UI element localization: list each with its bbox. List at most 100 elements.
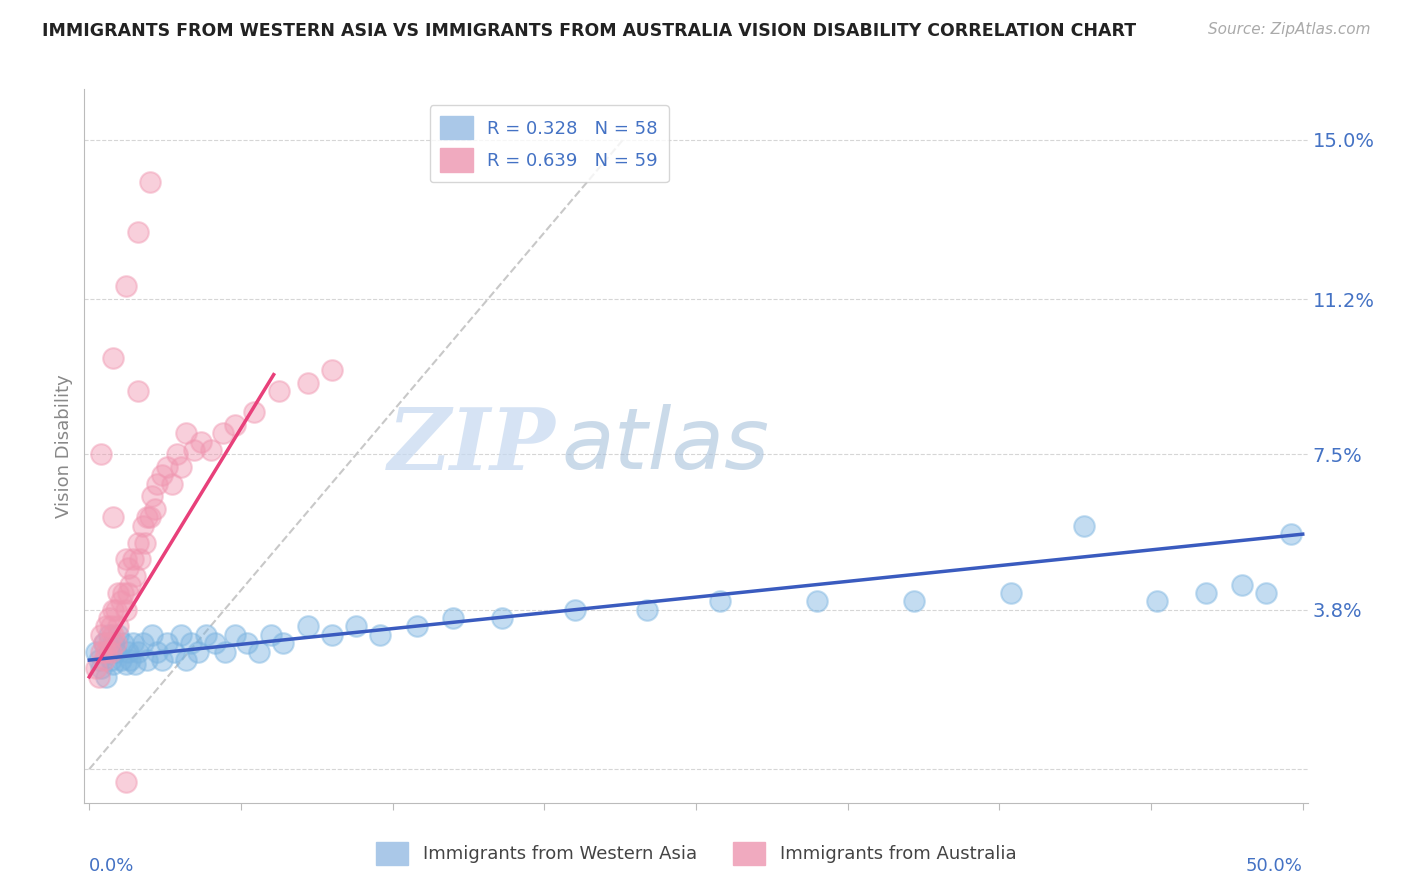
Point (139, 510, 162, 524)
Point (564, 603, 586, 617)
Point (103, 636, 125, 650)
Point (131, 636, 153, 650)
Point (136, 510, 159, 524)
Text: Source: ZipAtlas.com: Source: ZipAtlas.com (1208, 22, 1371, 37)
Point (491, 611, 513, 625)
Point (1256, 586, 1278, 600)
Point (97, 636, 120, 650)
Point (100, 653, 122, 667)
Point (96, 645, 118, 659)
Point (97, 645, 120, 659)
Point (260, 628, 283, 642)
Point (114, 657, 136, 672)
Point (120, 577, 142, 591)
Text: IMMIGRANTS FROM WESTERN ASIA VS IMMIGRANTS FROM AUSTRALIA VISION DISABILITY CORR: IMMIGRANTS FROM WESTERN ASIA VS IMMIGRAN… (42, 22, 1136, 40)
Point (90, 447, 112, 461)
Point (96, 670, 118, 684)
Point (103, 603, 125, 617)
Point (104, 636, 127, 650)
Point (183, 443, 205, 458)
Point (187, 645, 209, 659)
Point (321, 628, 343, 642)
Point (103, 628, 125, 642)
Point (114, 603, 136, 617)
Point (243, 405, 266, 419)
Point (117, 560, 139, 574)
Point (100, 645, 122, 659)
Point (156, 460, 179, 475)
Point (93, 653, 115, 667)
Point (117, 586, 139, 600)
Point (112, 636, 135, 650)
Point (134, 535, 156, 549)
Point (107, 586, 129, 600)
Point (150, 468, 173, 483)
Text: ZIP: ZIP (388, 404, 555, 488)
Point (127, 225, 149, 239)
Point (143, 502, 166, 516)
Point (174, 426, 197, 441)
Point (190, 434, 212, 449)
Point (136, 653, 159, 667)
Point (1000, 586, 1022, 600)
Point (166, 447, 188, 461)
Point (87, 653, 110, 667)
Point (1195, 586, 1218, 600)
Point (903, 594, 925, 608)
Point (174, 653, 197, 667)
Text: 50.0%: 50.0% (1246, 857, 1303, 875)
Point (224, 628, 246, 642)
Point (204, 636, 226, 650)
Point (97, 611, 120, 625)
Y-axis label: Vision Disability: Vision Disability (55, 374, 73, 518)
Point (103, 351, 125, 365)
Point (441, 611, 464, 625)
Point (150, 653, 173, 667)
Point (200, 443, 222, 458)
Point (709, 594, 731, 608)
Point (114, 552, 136, 566)
Point (114, 774, 136, 789)
Point (100, 619, 122, 633)
Text: 0.0%: 0.0% (89, 857, 135, 875)
Point (636, 603, 658, 617)
Point (247, 645, 270, 659)
Point (146, 645, 169, 659)
Point (96, 619, 118, 633)
Point (370, 628, 392, 642)
Point (110, 594, 132, 608)
Point (86, 661, 108, 675)
Point (146, 476, 169, 491)
Point (236, 636, 259, 650)
Point (297, 376, 319, 390)
Point (122, 636, 145, 650)
Point (344, 619, 367, 633)
Point (131, 518, 153, 533)
Point (405, 619, 427, 633)
Point (214, 645, 236, 659)
Point (104, 603, 127, 617)
Point (124, 657, 146, 672)
Point (267, 384, 290, 399)
Point (211, 426, 233, 441)
Point (112, 586, 135, 600)
Point (93, 636, 115, 650)
Point (103, 657, 125, 672)
Point (93, 636, 115, 650)
Point (127, 535, 149, 549)
Point (86, 645, 108, 659)
Point (141, 628, 163, 642)
Point (107, 619, 129, 633)
Point (156, 636, 179, 650)
Point (90, 661, 112, 675)
Point (297, 619, 319, 633)
Point (163, 645, 186, 659)
Point (1073, 518, 1095, 533)
Point (107, 628, 129, 642)
Point (170, 628, 193, 642)
Point (806, 594, 828, 608)
Point (194, 628, 217, 642)
Point (1146, 594, 1168, 608)
Point (321, 363, 343, 377)
Point (127, 645, 149, 659)
